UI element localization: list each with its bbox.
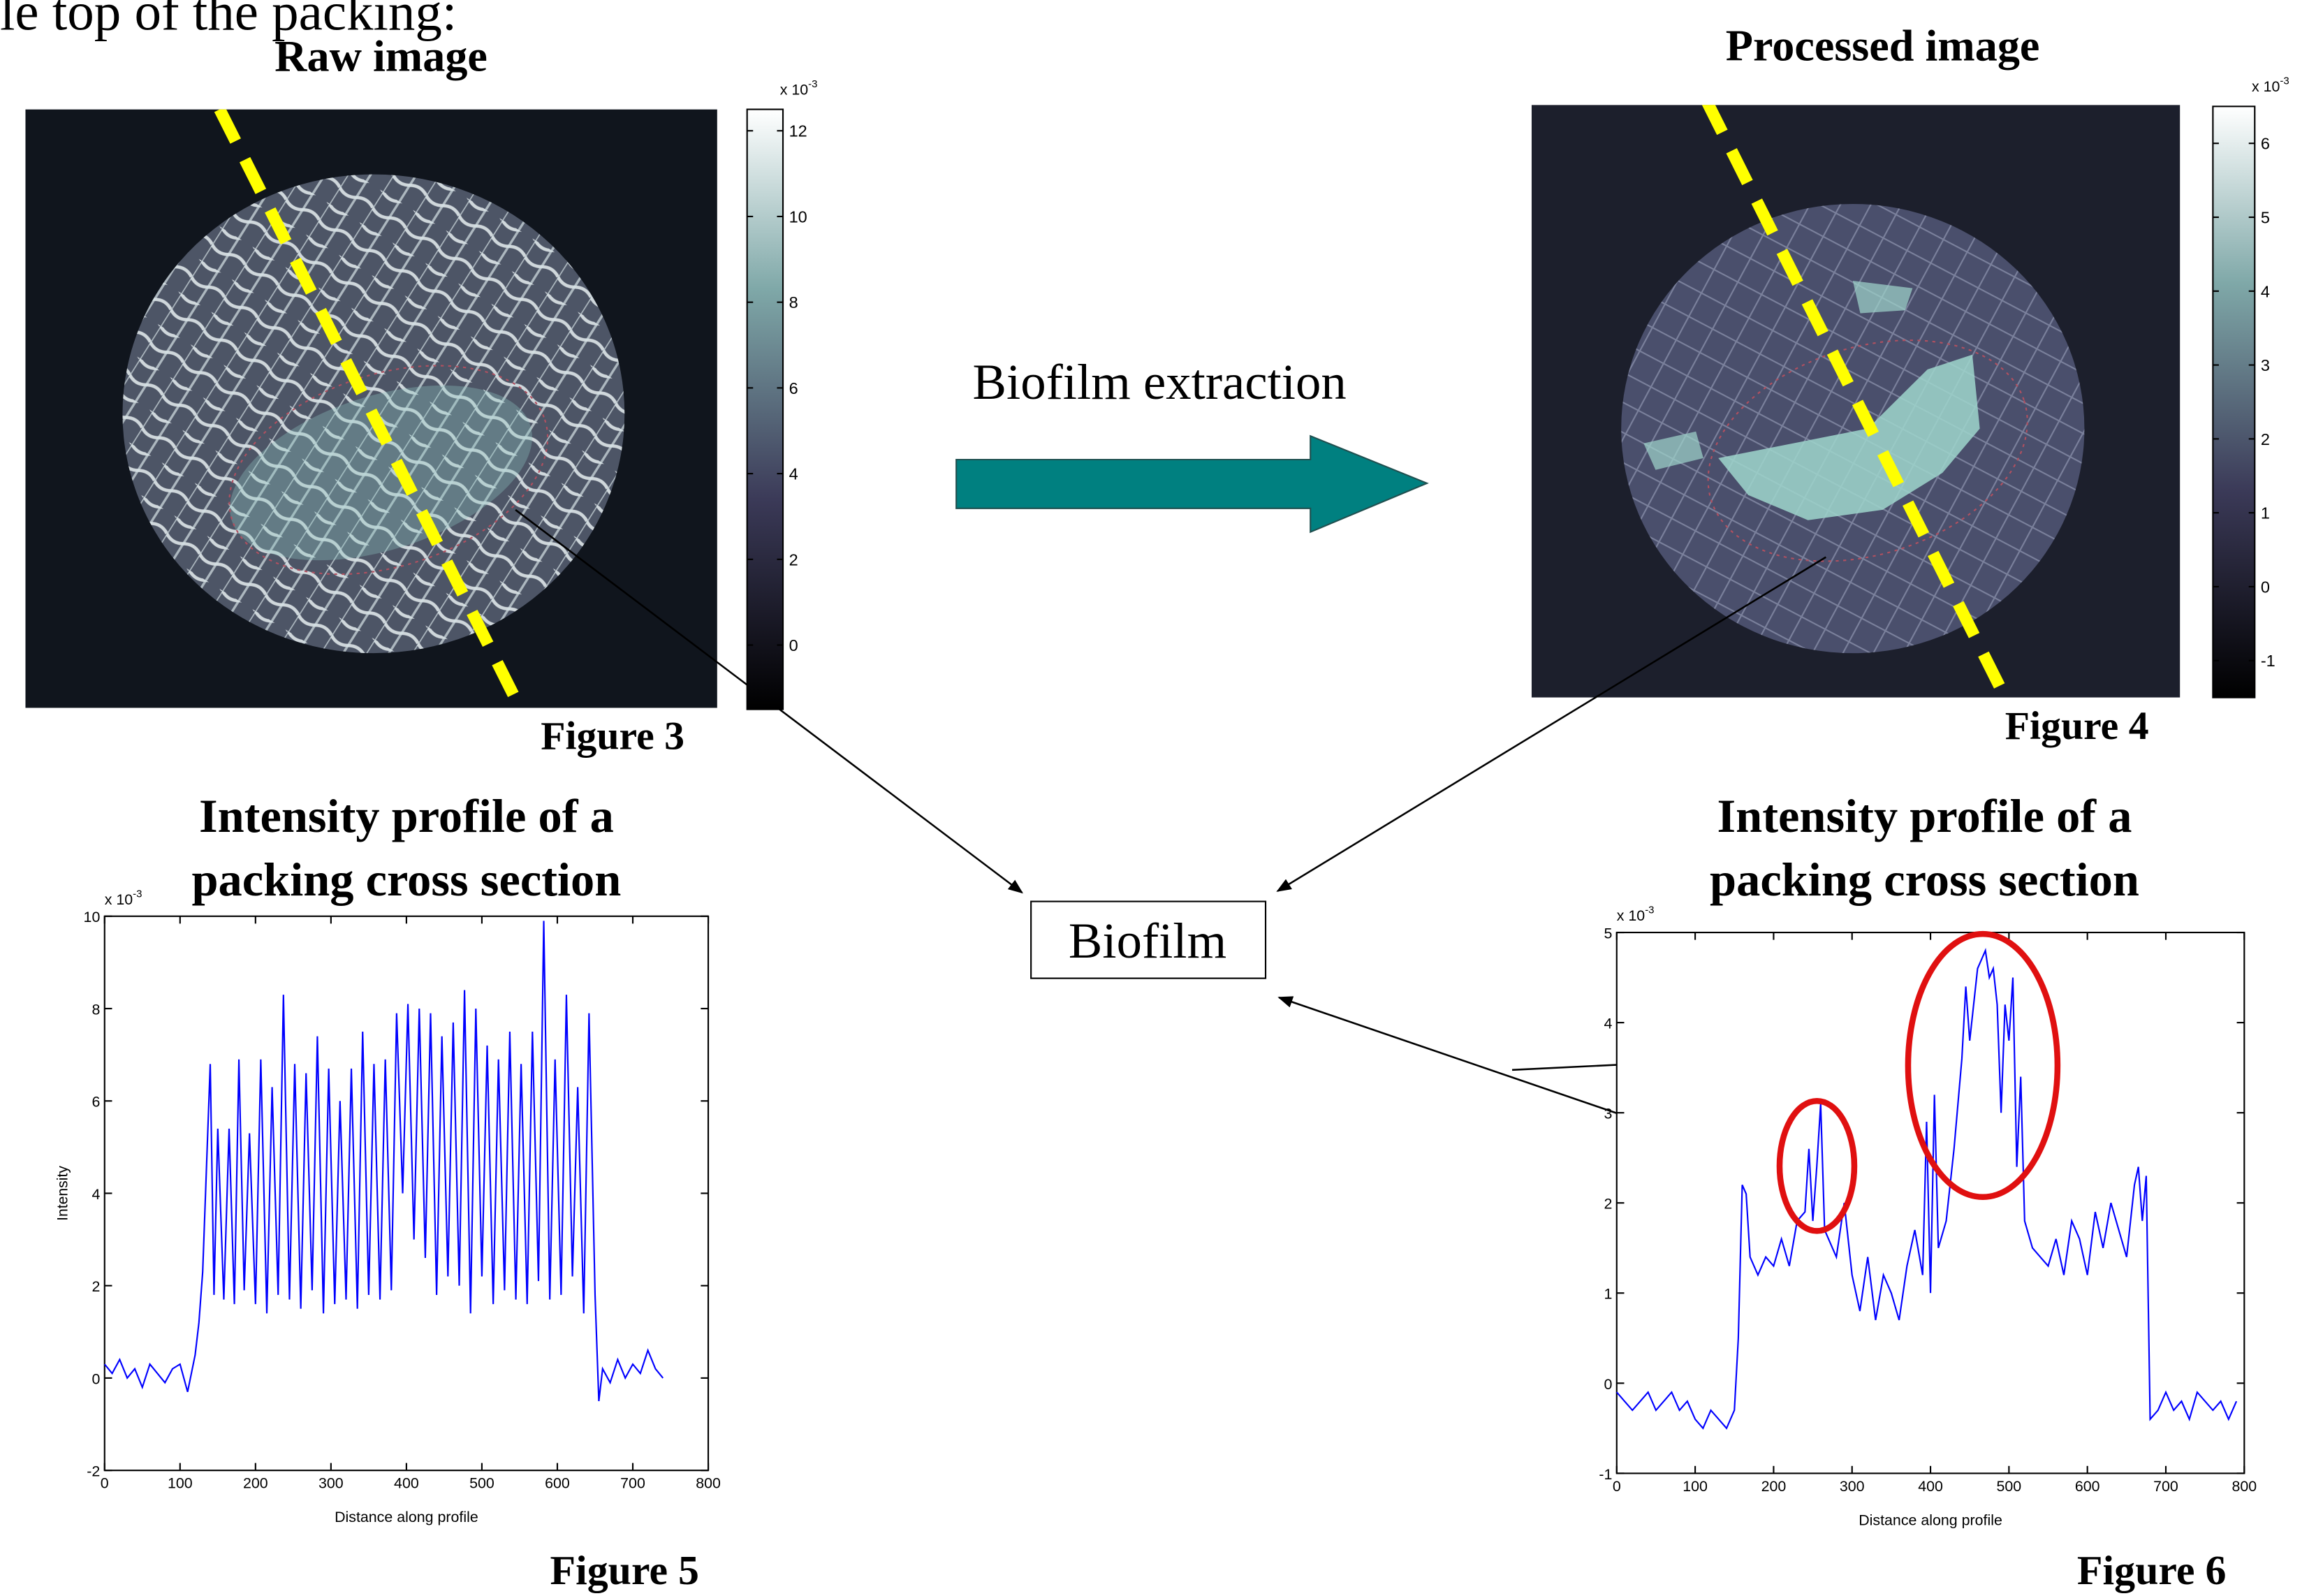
x-tick-label: 400 [394, 1475, 419, 1492]
colorbar-tick-label: 6 [789, 379, 798, 397]
multiplier-exponent: -3 [808, 79, 817, 90]
process-arrow [955, 434, 1429, 534]
raw-image [25, 109, 717, 708]
y-tick-label: 8 [91, 1002, 100, 1018]
data-line [103, 921, 664, 1402]
colorbar-tick-label: 10 [789, 208, 807, 226]
y-tick-label: 4 [1604, 1016, 1612, 1032]
arrow-label: Biofilm extraction [973, 355, 1347, 411]
processed-image [1531, 105, 2181, 698]
x-tick-label: 300 [1840, 1478, 1865, 1495]
y-tick-label: 1 [1604, 1286, 1612, 1303]
figure-caption: Figure 5 [550, 1547, 699, 1593]
y-tick-label: -2 [87, 1463, 100, 1480]
colorbar-tick-label: -1 [2261, 652, 2275, 670]
header-text: le top of the packing: [0, 0, 457, 41]
colorbar-tick-label: 12 [789, 122, 807, 140]
chart-title: packing cross section [1710, 853, 2139, 906]
plot-area [103, 915, 710, 1472]
x-tick-label: 700 [620, 1475, 645, 1492]
y-tick-label: 0 [91, 1370, 100, 1387]
x-tick-label: 600 [545, 1475, 570, 1492]
multiplier-base: x 10 [1617, 907, 1645, 924]
x-axis-label: Distance along profile [335, 1509, 478, 1525]
figure-title: Processed image [1726, 21, 2040, 71]
highlight-ellipse [1905, 930, 2061, 1200]
colorbar-tick-label: 0 [789, 636, 798, 654]
axis-multiplier: x 10-3 [2252, 76, 2289, 95]
chart-title: Intensity profile of a [1717, 790, 2132, 843]
highlight-ellipse [1776, 1097, 1858, 1234]
y-tick-label: 4 [91, 1186, 100, 1203]
axis-multiplier: x 10-3 [1617, 905, 1655, 924]
x-tick-label: 0 [101, 1475, 109, 1492]
x-axis-label: Distance along profile [1859, 1512, 2002, 1529]
y-tick-label: 5 [1604, 925, 1612, 942]
multiplier-exponent: -3 [1645, 905, 1654, 916]
colorbar-tick-label: 4 [2261, 282, 2270, 300]
colorbar-tick-label: 4 [789, 465, 798, 483]
x-tick-label: 500 [469, 1475, 494, 1492]
multiplier-base: x 10 [105, 891, 133, 908]
x-tick-label: 700 [2153, 1478, 2178, 1495]
colorbar-tick-label: 2 [2261, 430, 2270, 448]
y-tick-label: -1 [1599, 1466, 1612, 1483]
x-tick-label: 100 [168, 1475, 193, 1492]
x-tick-label: 600 [2075, 1478, 2100, 1495]
x-tick-label: 800 [696, 1475, 721, 1492]
x-tick-label: 200 [243, 1475, 268, 1492]
multiplier-base: x 10 [780, 82, 808, 98]
x-tick-label: 300 [318, 1475, 344, 1492]
colorbar [746, 108, 784, 710]
axis-multiplier: x 10-3 [780, 79, 818, 98]
x-tick-label: 400 [1918, 1478, 1943, 1495]
y-axis-label: Intensity [54, 1166, 71, 1221]
y-tick-label: 0 [1604, 1376, 1612, 1393]
multiplier-base: x 10 [2252, 78, 2280, 95]
colorbar-tick-label: 2 [789, 550, 798, 569]
colorbar-tick-label: 5 [2261, 209, 2270, 227]
chart-title: Intensity profile of a [199, 790, 614, 843]
axis-multiplier: x 10-3 [105, 888, 142, 907]
x-tick-label: 0 [1613, 1478, 1621, 1495]
colorbar-tick-label: 0 [2261, 578, 2270, 596]
figure-caption: Figure 3 [541, 715, 684, 759]
multiplier-exponent: -3 [133, 888, 142, 900]
colorbar-tick-label: 8 [789, 293, 798, 312]
x-tick-label: 800 [2231, 1478, 2257, 1495]
colorbar-tick-label: 1 [2261, 504, 2270, 522]
y-tick-label: 2 [1604, 1196, 1612, 1213]
y-tick-label: 2 [91, 1278, 100, 1295]
y-tick-label: 6 [91, 1094, 100, 1111]
plot-area [1615, 931, 2245, 1474]
colorbar-tick-label: 3 [2261, 356, 2270, 374]
figure-caption: Figure 4 [2005, 704, 2149, 748]
colorbar [2212, 105, 2256, 698]
x-tick-label: 500 [1997, 1478, 2022, 1495]
y-tick-label: 10 [84, 909, 101, 925]
colorbar-tick-label: 6 [2261, 135, 2270, 153]
x-tick-label: 200 [1761, 1478, 1787, 1495]
target-box [1030, 900, 1267, 979]
figure-title: Raw image [274, 31, 488, 81]
multiplier-exponent: -3 [2280, 76, 2289, 87]
x-tick-label: 100 [1683, 1478, 1708, 1495]
chart-title: packing cross section [191, 853, 621, 906]
target-label: Biofilm [1069, 913, 1226, 969]
figure-caption: Figure 6 [2077, 1547, 2226, 1593]
y-tick-label: 3 [1604, 1106, 1612, 1122]
